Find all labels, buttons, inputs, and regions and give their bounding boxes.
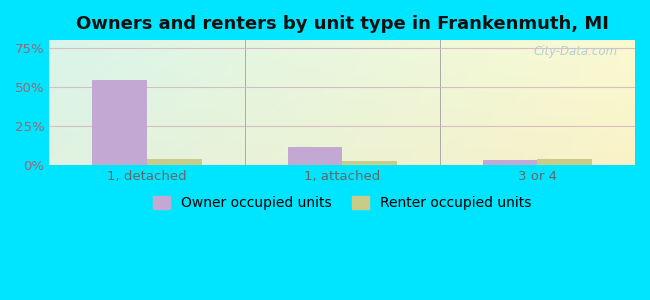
- Text: City-Data.com: City-Data.com: [533, 45, 618, 58]
- Bar: [538, 159, 592, 165]
- Bar: [483, 160, 538, 165]
- Bar: [287, 147, 343, 165]
- Bar: [343, 161, 397, 165]
- Bar: [92, 80, 147, 165]
- Title: Owners and renters by unit type in Frankenmuth, MI: Owners and renters by unit type in Frank…: [76, 15, 608, 33]
- Bar: [147, 159, 202, 165]
- Legend: Owner occupied units, Renter occupied units: Owner occupied units, Renter occupied un…: [153, 196, 532, 210]
